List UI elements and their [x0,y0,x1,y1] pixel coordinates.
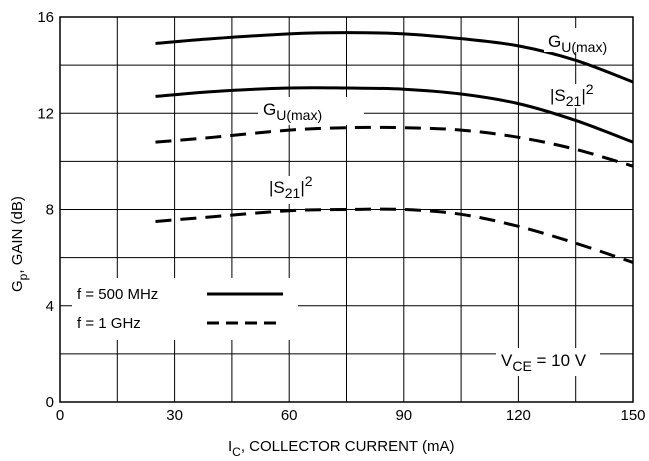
annotation-vce-bg [496,348,600,376]
y-axis-label-sub: p [16,273,30,280]
x-tick-label-30: 30 [166,407,183,424]
x-tick-label-60: 60 [281,407,298,424]
svg-text:|S21|2: |S21|2 [269,173,313,201]
annotation-vce: VCE = 10 V [496,348,600,376]
x-axis-label: IC, COLLECTOR CURRENT (mA) [228,438,454,459]
annotation-s21-1g-sub: 21 [285,185,301,201]
annotation-s21-500-post: | [581,86,585,105]
annotation-s21-500: |S21|2 [545,81,607,109]
annotation-s21-1g-post: | [300,178,304,197]
y-tick-label-0: 0 [46,394,54,411]
svg-text:VCE = 10 V: VCE = 10 V [501,351,587,374]
annotation-s21-1g-pre: |S [269,178,285,197]
y-tick-label-16: 16 [37,9,54,26]
annotation-gu-1g-main: G [263,100,276,119]
y-axis-label-rest: , GAIN (dB) [9,196,26,274]
y-tick-label-12: 12 [37,105,54,122]
annotation-gu-500-main: G [548,32,561,51]
annotation-s21-500-sub: 21 [566,93,582,109]
x-tick-label-90: 90 [395,407,412,424]
x-tick-label-150: 150 [620,407,645,424]
svg-text:GU(max): GU(max) [263,100,322,123]
annotation-gu-500-bg [544,28,626,52]
legend: f = 500 MHz f = 1 GHz [72,278,298,340]
legend-bg [72,278,298,340]
annotation-s21-1g-bg [264,176,332,204]
annotation-s21-1g: |S21|2 [264,173,332,204]
grid [60,17,633,402]
annotation-vce-sub: CE [512,358,531,374]
legend-label-500mhz: f = 500 MHz [77,286,158,303]
annotation-s21-500-sup: 2 [586,81,594,97]
legend-label-1ghz: f = 1 GHz [77,315,141,332]
annotation-gu-500-sub: U(max) [561,39,607,55]
curve-s21-500mhz [155,86,634,144]
x-axis-label-sub: C [232,445,241,459]
curves [155,31,634,264]
x-tick-label-0: 0 [56,407,64,424]
annotation-gu-1g-sub: U(max) [276,107,322,123]
curve-s21-1ghz [155,207,634,264]
annotation-gu-500: GU(max) [544,28,626,55]
x-axis-label-rest: , COLLECTOR CURRENT (mA) [241,438,455,455]
tick-labels: 0 30 60 90 120 150 0 4 8 12 16 [37,9,645,424]
annotation-vce-main: V [501,351,513,370]
y-axis-label-main: G [9,280,26,292]
annotation-s21-500-pre: |S [550,86,566,105]
annotation-s21-1g-sup: 2 [305,173,313,189]
plot-frame [59,16,634,403]
annotation-s21-500-bg [545,84,607,108]
y-axis-label: Gp, GAIN (dB) [9,196,30,292]
annotation-gu-1g-bg [258,97,364,125]
curve-gu-1ghz [155,125,634,168]
y-tick-label-4: 4 [46,298,54,315]
svg-text:GU(max): GU(max) [548,32,607,55]
annotation-gu-1g: GU(max) [258,97,364,125]
curve-gu-500mhz [155,31,634,84]
x-tick-label-120: 120 [506,407,531,424]
y-tick-label-8: 8 [46,202,54,219]
svg-text:|S21|2: |S21|2 [550,81,594,109]
x-axis-label-main: I [228,438,232,455]
annotation-vce-rest: = 10 V [532,351,587,370]
